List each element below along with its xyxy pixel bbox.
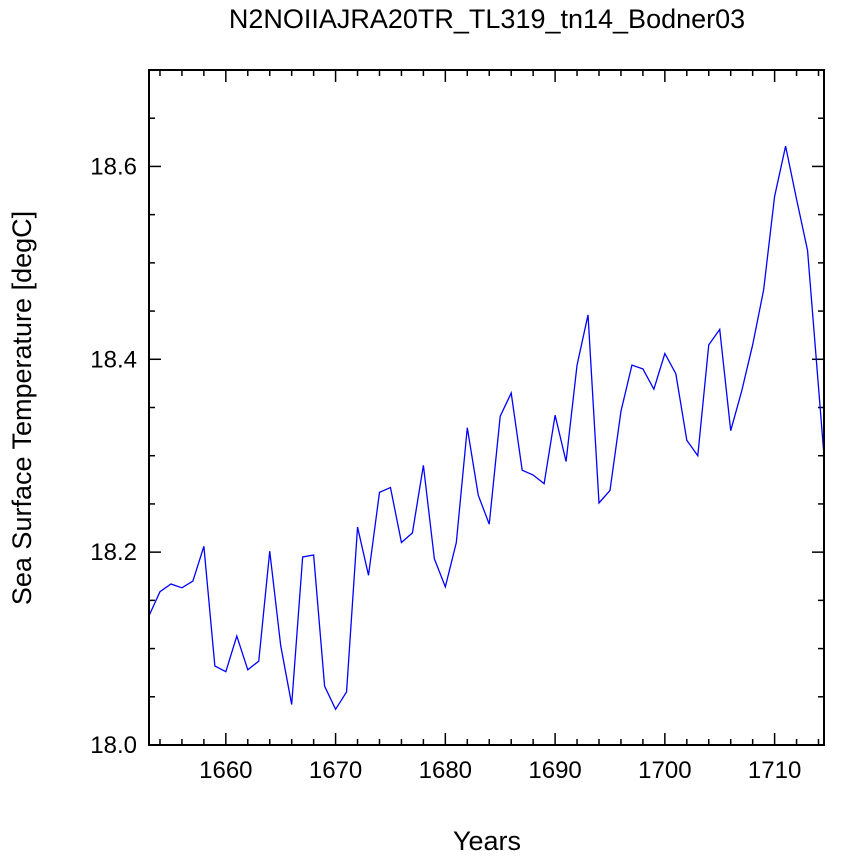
y-tick-labels: 18.0 18.2 18.4 18.6 [90,153,137,759]
y-tick-label: 18.2 [90,539,137,566]
x-tick-label: 1660 [199,757,252,784]
x-tick-label: 1690 [528,757,581,784]
y-tick-label: 18.6 [90,153,137,180]
axis-ticks [149,69,824,746]
series-group [148,146,825,711]
y-tick-label: 18.4 [90,346,137,373]
plot-frame [148,69,825,746]
y-tick-label: 18.0 [90,732,137,759]
x-tick-label: 1680 [419,757,472,784]
x-tick-labels: 1660 1670 1680 1690 1700 1710 [199,757,801,784]
x-tick-label: 1700 [638,757,691,784]
y-axis-label: Sea Surface Temperature [degC] [7,211,37,605]
sst-series-line [148,146,825,711]
x-tick-label: 1670 [309,757,362,784]
x-tick-label: 1710 [748,757,801,784]
x-axis-label: Years [453,826,521,856]
chart-title: N2NOIIAJRA20TR_TL319_tn14_Bodner03 [229,4,745,34]
